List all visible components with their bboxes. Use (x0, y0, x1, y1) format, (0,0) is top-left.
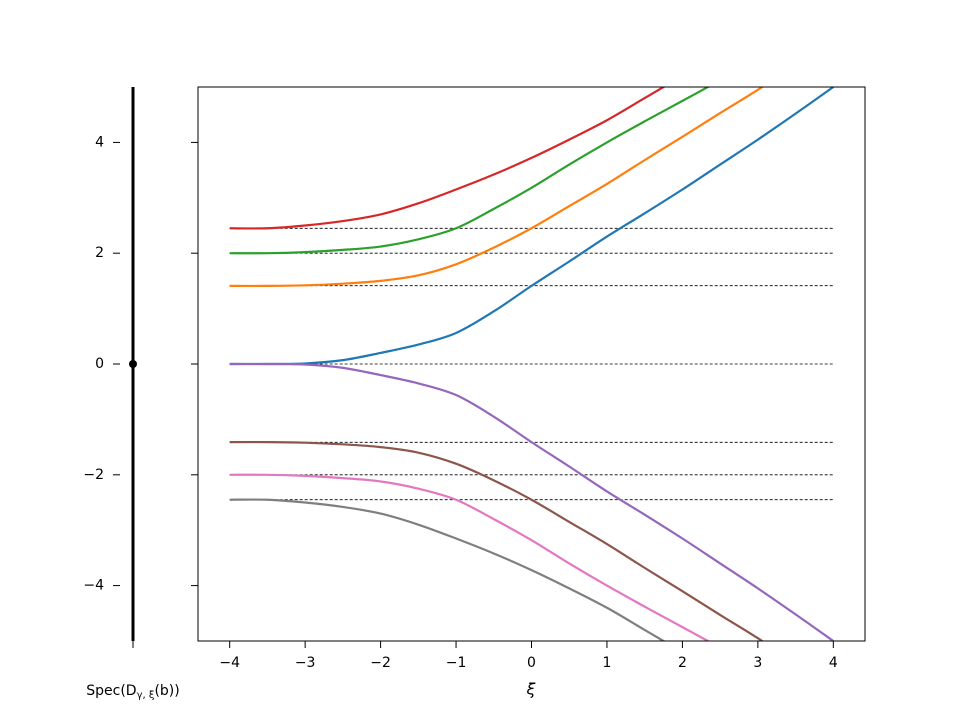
y-tick-label: 2 (95, 245, 104, 261)
label-part: Spec(D (86, 683, 136, 699)
x-tick-label: 4 (829, 655, 838, 671)
x-tick-label: −4 (219, 655, 240, 671)
x-tick-label: −3 (295, 655, 316, 671)
x-tick-label: 3 (753, 655, 762, 671)
curve (229, 87, 666, 230)
label-part: (b)) (154, 683, 179, 699)
curve (229, 87, 711, 255)
spectrum-label: Spec(Dγ, ξ(b)) (86, 683, 179, 701)
y-tick-label: −2 (83, 467, 104, 483)
curve (229, 362, 834, 641)
curve (229, 498, 666, 641)
curve (229, 87, 765, 288)
x-tick-label: 2 (678, 655, 687, 671)
plot-area (229, 87, 834, 641)
x-tick-label: −1 (446, 655, 467, 671)
spectrum-point (129, 360, 137, 368)
curve (229, 87, 834, 366)
label-subscript: γ, ξ (137, 690, 155, 701)
x-tick-label: 0 (527, 655, 536, 671)
x-axis-label: ξ (526, 680, 537, 699)
curve (229, 473, 711, 641)
y-tick-label: −4 (83, 578, 104, 594)
curve (229, 440, 765, 641)
y-tick-label: 4 (95, 134, 104, 150)
x-tick-label: −2 (370, 655, 391, 671)
x-tick-label: 1 (602, 655, 611, 671)
y-tick-label: 0 (95, 356, 104, 372)
